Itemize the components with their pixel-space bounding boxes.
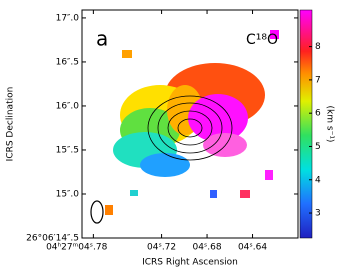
y-tick-label: 16″.0 <box>56 101 80 111</box>
y-tick-label: 26°06′14″.5 <box>26 234 79 244</box>
x-tick-label: 04ʰ27ᵐ04ˢ.78 <box>46 243 108 253</box>
plot-frame <box>81 9 299 239</box>
colorbar-label: (km s⁻¹) <box>325 106 335 143</box>
y-tick-label: 17″.0 <box>56 13 80 23</box>
colorbar-tick-label: 4 <box>315 175 321 185</box>
x-tick-label: 04ˢ.64 <box>238 243 267 253</box>
molecule-label: C¹⁸O <box>246 32 278 48</box>
x-axis-label: ICRS Right Ascension <box>142 258 238 268</box>
colorbar-tick-label: 7 <box>315 75 321 85</box>
x-tick-label: 04ˢ.68 <box>192 243 221 253</box>
colorbar-tick-label: 3 <box>315 209 321 219</box>
colorbar-tick-label: 8 <box>315 42 321 52</box>
y-tick-label: 15″.0 <box>56 189 80 199</box>
colorbar-tick-label: 5 <box>315 142 321 152</box>
y-tick-label: 15″.5 <box>56 145 79 155</box>
x-tick-label: 04ˢ.72 <box>147 243 176 253</box>
y-axis-label: ICRS Declination <box>6 87 16 162</box>
colorbar <box>299 9 313 239</box>
colorbar-tick-label: 6 <box>315 109 321 119</box>
velocity-map <box>90 30 279 224</box>
y-tick-label: 16″.5 <box>56 57 79 67</box>
panel-label: a <box>96 27 108 51</box>
